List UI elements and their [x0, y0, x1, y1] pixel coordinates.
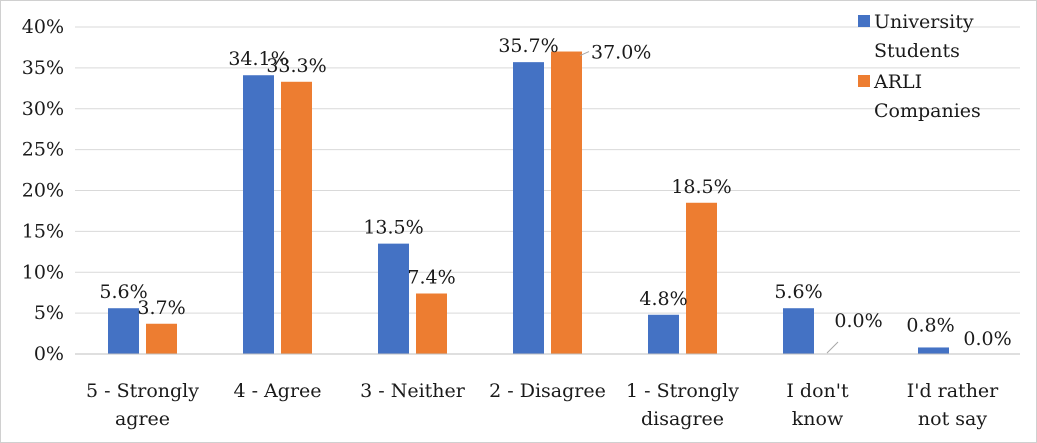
- bar: [416, 293, 447, 354]
- x-tick-label: I'd rather: [907, 380, 999, 402]
- data-label: 0.0%: [834, 310, 882, 332]
- data-labels: 5.6%3.7%34.1%33.3%13.5%7.4%35.7% 37.0%4.8…: [99, 35, 1011, 350]
- x-tick-label: 3 - Neither: [360, 380, 466, 402]
- data-label: 13.5%: [363, 217, 423, 239]
- x-tick-label: 1 - Strongly: [626, 380, 739, 402]
- bar: [513, 62, 544, 355]
- bar: [686, 202, 717, 354]
- x-tick-label: 2 - Disagree: [489, 380, 606, 402]
- leader-line: [579, 51, 590, 56]
- bar: [243, 75, 274, 355]
- legend: University Students ARLI Companies: [858, 11, 981, 122]
- bar: [783, 308, 814, 354]
- data-label: 3.7%: [137, 297, 185, 319]
- y-axis: 0% 5% 10% 15% 20% 25% 30% 35% 40%: [22, 16, 64, 365]
- x-tick-label: 5 - Strongly: [86, 380, 199, 402]
- leader-line: [826, 341, 839, 354]
- bar: [108, 308, 139, 354]
- data-label: 18.5%: [671, 176, 731, 198]
- data-label: 0.8%: [906, 314, 954, 336]
- y-tick-label: 5%: [34, 302, 64, 324]
- data-label: 7.4%: [407, 267, 455, 289]
- x-tick-label: I don't: [786, 380, 849, 402]
- data-label: 37.0%: [591, 42, 651, 64]
- y-tick-label: 30%: [22, 98, 64, 120]
- data-label: 5.6%: [99, 281, 147, 303]
- bar: [648, 314, 679, 354]
- y-tick-label: 15%: [22, 220, 64, 242]
- bar: [146, 323, 177, 354]
- x-tick-label: disagree: [641, 408, 724, 430]
- y-tick-label: 35%: [22, 57, 64, 79]
- x-tick-label: know: [792, 408, 844, 430]
- data-label: 4.8%: [639, 288, 687, 310]
- legend-label: Companies: [874, 100, 981, 122]
- legend-swatch: [858, 15, 870, 27]
- bar: [281, 81, 312, 355]
- legend-label: University: [874, 11, 974, 33]
- y-tick-label: 10%: [22, 261, 64, 283]
- leader-lines: [579, 51, 839, 354]
- x-tick-label: 4 - Agree: [233, 380, 321, 402]
- y-tick-label: 0%: [34, 343, 64, 365]
- y-tick-label: 40%: [22, 16, 64, 38]
- data-label: 33.3%: [266, 55, 326, 77]
- legend-label: Students: [874, 40, 960, 62]
- x-axis: 5 - Strongly agree 4 - Agree 3 - Neither 2 -…: [75, 353, 1020, 430]
- data-label: 35.7%: [498, 35, 558, 57]
- data-label: 5.6%: [774, 281, 822, 303]
- x-tick-label: agree: [115, 408, 170, 430]
- bar: [378, 243, 409, 354]
- bar: [551, 51, 582, 355]
- y-tick-label: 25%: [22, 139, 64, 161]
- legend-label: ARLI: [873, 71, 922, 93]
- data-label: 34.1%: [228, 48, 288, 70]
- y-tick-label: 20%: [22, 180, 64, 202]
- data-label: 0.0%: [963, 328, 1011, 350]
- bar: [918, 347, 949, 354]
- legend-swatch: [858, 75, 870, 87]
- x-tick-label: not say: [918, 408, 987, 430]
- bars: [108, 51, 949, 355]
